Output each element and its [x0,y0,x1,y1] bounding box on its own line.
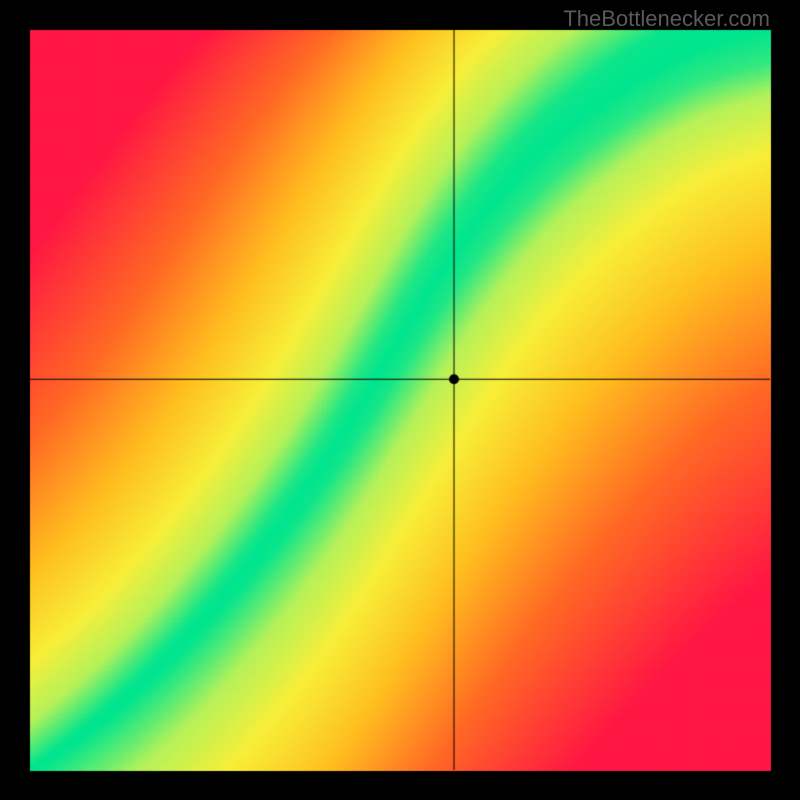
chart-container: TheBottlenecker.com [0,0,800,800]
watermark-text: TheBottlenecker.com [563,6,770,32]
heatmap-canvas [0,0,800,800]
